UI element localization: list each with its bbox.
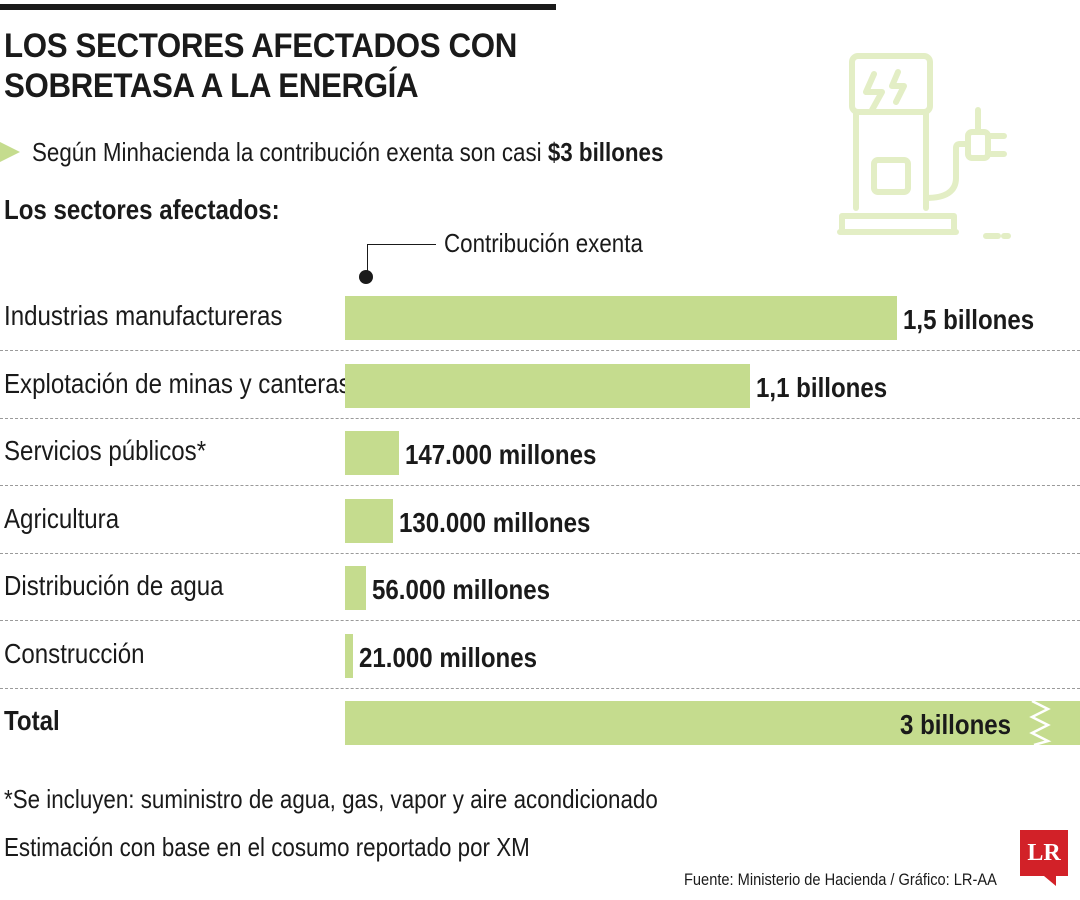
ev-charger-illustration-icon	[837, 53, 1011, 239]
subtitle-highlight: $3 billones	[547, 136, 664, 167]
bar	[345, 296, 897, 340]
value-label: 1,1 billones	[756, 372, 888, 403]
row-separator	[0, 688, 1080, 689]
value-label: 1,5 billones	[903, 304, 1035, 335]
chart-title: LOS SECTORES AFECTADOS CON SOBRETASA A L…	[4, 27, 517, 105]
value-label: 21.000 millones	[359, 642, 538, 673]
estimation-note: Estimación con base en el cosumo reporta…	[4, 832, 530, 862]
category-label: Servicios públicos*	[4, 435, 207, 466]
bar	[345, 634, 353, 678]
category-label: Construcción	[4, 638, 145, 669]
subtitle-row: Según Minhacienda la contribución exenta…	[0, 132, 800, 172]
row-separator	[0, 350, 1080, 351]
lr-logo-text: LR	[1027, 839, 1061, 866]
legend-leader-stem	[367, 244, 368, 272]
lr-logo-tail	[1044, 876, 1056, 886]
total-bar	[345, 701, 1080, 745]
legend-dot	[359, 270, 373, 284]
row-separator	[0, 553, 1080, 554]
triangle-bullet-icon	[0, 142, 20, 162]
value-label: 147.000 millones	[405, 439, 597, 470]
row-separator	[0, 620, 1080, 621]
top-rule	[0, 4, 556, 10]
bar	[345, 499, 393, 543]
total-label: Total	[4, 705, 60, 736]
value-label: 130.000 millones	[399, 507, 591, 538]
row-separator	[0, 418, 1080, 419]
bar	[345, 364, 750, 408]
category-label: Industrias manufactureras	[4, 300, 283, 331]
section-heading: Los sectores afectados:	[4, 194, 280, 225]
bar	[345, 431, 399, 475]
truncation-zigzag-icon	[1029, 701, 1052, 745]
category-label: Distribución de agua	[4, 570, 224, 601]
source-credit: Fuente: Ministerio de Hacienda / Gráfico…	[684, 870, 997, 889]
value-label: 56.000 millones	[372, 574, 551, 605]
row-separator	[0, 485, 1080, 486]
lr-logo-icon: LR	[1020, 830, 1068, 876]
footnote: *Se incluyen: suministro de agua, gas, v…	[4, 784, 658, 814]
category-label: Agricultura	[4, 503, 120, 534]
legend-leader-line	[368, 244, 436, 245]
category-label: Explotación de minas y canteras	[4, 368, 351, 399]
legend-label: Contribución exenta	[444, 228, 643, 258]
subtitle-text: Según Minhacienda la contribución exenta…	[32, 136, 548, 167]
bar	[345, 566, 366, 610]
subtitle: Según Minhacienda la contribución exenta…	[32, 137, 663, 168]
total-value-label: 3 billones	[900, 709, 1012, 740]
